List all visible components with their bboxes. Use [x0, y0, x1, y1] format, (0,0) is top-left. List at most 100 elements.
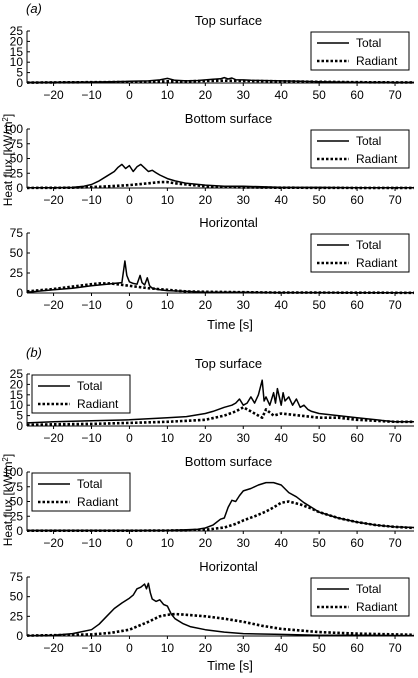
x-tick-label: 70	[388, 298, 402, 312]
y-tick-label: 75	[10, 137, 24, 151]
y-tick-label: 20	[10, 377, 24, 391]
series-line-radiant	[26, 282, 415, 295]
x-tick-label: −20	[43, 298, 64, 312]
x-tick-label: −10	[81, 536, 102, 550]
x-tick-label: 60	[350, 641, 364, 655]
x-tick-label: 10	[161, 536, 175, 550]
x-tick-label: 40	[275, 193, 289, 207]
y-tick-label: 0	[16, 76, 23, 90]
legend-label-radiant: Radiant	[356, 54, 398, 68]
y-tick-label: 75	[10, 570, 24, 584]
series-line-radiant	[26, 180, 414, 190]
panel-label-b: (b)	[26, 345, 42, 360]
x-tick-label: −10	[81, 641, 102, 655]
x-tick-label: 60	[350, 298, 364, 312]
y-tick-label: 25	[10, 166, 24, 180]
legend: Total Radiant	[310, 31, 410, 71]
x-tick-label: 20	[199, 641, 213, 655]
x-tick-label: 40	[275, 88, 289, 102]
x-tick-label: −10	[81, 431, 102, 445]
legend-label-radiant: Radiant	[77, 495, 119, 509]
y-tick-label: 15	[10, 388, 24, 402]
x-tick-label: 40	[275, 298, 289, 312]
x-tick-label: 50	[312, 298, 326, 312]
y-axis-label-a: Heat flux [kW/m2]	[1, 114, 15, 206]
y-tick-label: 20	[10, 34, 24, 48]
x-tick-label: 30	[237, 536, 251, 550]
x-tick-label: 20	[199, 88, 213, 102]
x-tick-label: 20	[199, 298, 213, 312]
legend-label-total: Total	[356, 36, 381, 50]
legend-label-radiant: Radiant	[77, 397, 119, 411]
x-tick-label: 70	[388, 88, 402, 102]
x-tick-label: 0	[126, 88, 133, 102]
legend-label-total: Total	[356, 582, 381, 596]
x-tick-label: 40	[275, 431, 289, 445]
x-tick-label: 20	[199, 536, 213, 550]
x-axis-label-b: Time [s]	[207, 658, 253, 673]
x-axis-label-a: Time [s]	[207, 317, 253, 332]
subplot-title: Horizontal	[199, 559, 258, 574]
x-tick-label: −20	[43, 88, 64, 102]
y-tick-label: 0	[16, 181, 23, 195]
x-tick-label: −20	[43, 431, 64, 445]
x-tick-label: 10	[161, 298, 175, 312]
x-tick-label: 0	[126, 193, 133, 207]
x-tick-label: −10	[81, 298, 102, 312]
series-line-radiant	[26, 79, 414, 84]
legend-label-total: Total	[356, 134, 381, 148]
y-tick-label: 10	[10, 55, 24, 69]
x-tick-label: 0	[126, 298, 133, 312]
x-tick-label: 60	[350, 88, 364, 102]
y-tick-label: 25	[10, 509, 24, 523]
legend-box	[310, 577, 410, 617]
x-tick-label: −10	[81, 88, 102, 102]
x-tick-label: −20	[43, 641, 64, 655]
x-tick-label: 60	[350, 431, 364, 445]
subplot-title: Bottom surface	[185, 454, 272, 469]
x-tick-label: 50	[312, 536, 326, 550]
x-tick-label: 20	[199, 193, 213, 207]
subplot-a-horizontal: Horizontal 0 25 50 75 −20 −10 0 10 20 30 40 50 60 70 To…	[10, 215, 415, 312]
x-tick-label: 70	[388, 641, 402, 655]
y-tick-label: 50	[10, 495, 24, 509]
x-tick-label: 40	[275, 536, 289, 550]
x-tick-label: 20	[199, 431, 213, 445]
y-tick-label: 25	[10, 266, 24, 280]
y-tick-label: 25	[10, 367, 24, 381]
y-tick-label: 25	[10, 24, 24, 38]
subplot-title: Top surface	[195, 356, 262, 371]
y-tick-label: 0	[16, 524, 23, 538]
y-tick-label: 50	[10, 590, 24, 604]
y-tick-label: 25	[10, 609, 24, 623]
y-tick-label: 75	[10, 226, 24, 240]
legend: Total Radiant	[31, 374, 131, 414]
x-tick-label: 50	[312, 88, 326, 102]
legend: Total Radiant	[310, 577, 410, 617]
y-tick-label: 75	[10, 480, 24, 494]
x-tick-label: 70	[388, 431, 402, 445]
legend: Total Radiant	[31, 472, 131, 512]
series-line-total	[26, 582, 415, 637]
subplot-title: Horizontal	[199, 215, 258, 230]
y-tick-label: 10	[10, 398, 24, 412]
subplot-title: Top surface	[195, 13, 262, 28]
x-tick-label: −10	[81, 193, 102, 207]
legend-label-radiant: Radiant	[356, 256, 398, 270]
x-tick-label: 30	[237, 298, 251, 312]
y-tick-label: 15	[10, 45, 24, 59]
series-line-radiant	[26, 405, 414, 427]
y-tick-label: 0	[16, 629, 23, 643]
subplot-title: Bottom surface	[185, 111, 272, 126]
panel-label-a: (a)	[26, 1, 42, 16]
x-tick-label: 30	[237, 641, 251, 655]
x-tick-label: 60	[350, 193, 364, 207]
x-tick-label: 70	[388, 193, 402, 207]
legend-label-total: Total	[77, 379, 102, 393]
y-tick-label: 0	[16, 286, 23, 300]
x-tick-label: 0	[126, 431, 133, 445]
legend-box	[31, 472, 131, 512]
